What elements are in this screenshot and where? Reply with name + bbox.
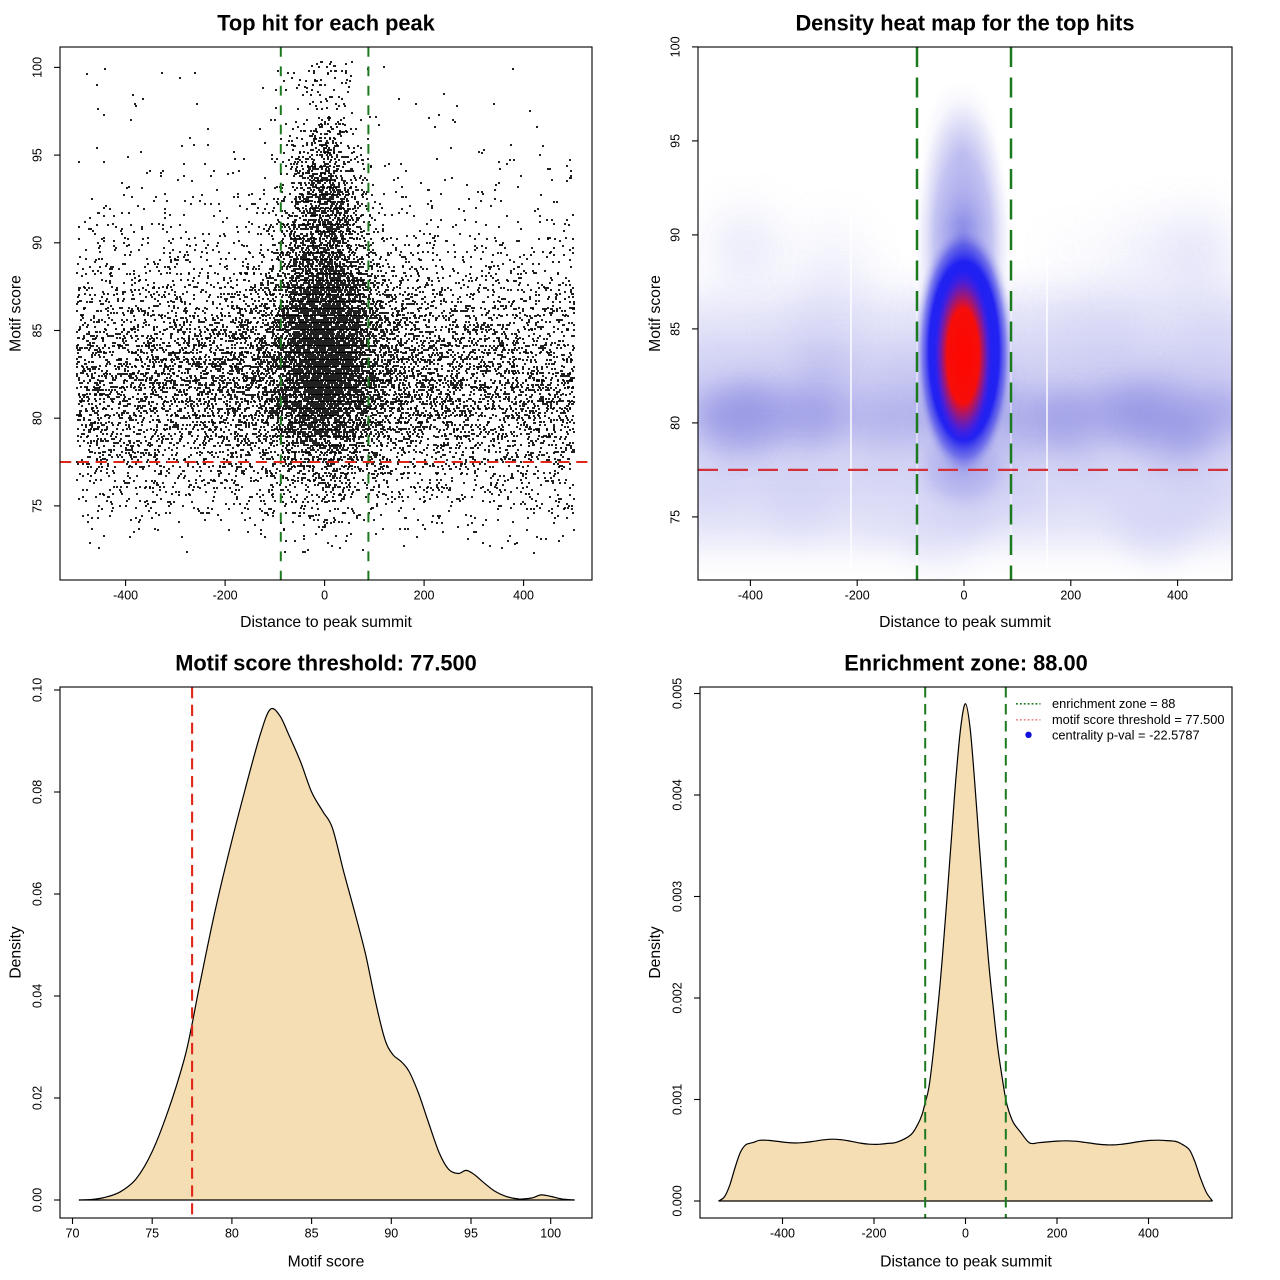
svg-text:100: 100	[540, 1227, 561, 1241]
svg-text:95: 95	[464, 1227, 478, 1241]
svg-text:0.02: 0.02	[31, 1086, 45, 1110]
svg-text:enrichment zone = 88: enrichment zone = 88	[1052, 696, 1175, 711]
svg-text:Density heat map for the top h: Density heat map for the top hits	[795, 11, 1134, 36]
svg-text:Motif score: Motif score	[647, 275, 664, 352]
svg-text:-400: -400	[770, 1227, 795, 1241]
svg-text:90: 90	[384, 1227, 398, 1241]
svg-text:0.001: 0.001	[671, 1084, 685, 1115]
svg-text:85: 85	[305, 1227, 319, 1241]
svg-text:80: 80	[669, 416, 683, 430]
svg-text:Motif score: Motif score	[8, 275, 25, 352]
svg-text:75: 75	[145, 1227, 159, 1241]
svg-text:0.002: 0.002	[671, 982, 685, 1013]
svg-text:90: 90	[669, 228, 683, 242]
svg-text:0.004: 0.004	[671, 779, 685, 810]
svg-text:Enrichment zone: 88.00: Enrichment zone: 88.00	[844, 651, 1087, 676]
svg-text:100: 100	[31, 57, 45, 78]
svg-text:400: 400	[513, 589, 534, 603]
svg-text:Distance to peak summit: Distance to peak summit	[880, 1254, 1052, 1271]
svg-text:-200: -200	[861, 1227, 886, 1241]
svg-text:70: 70	[66, 1227, 80, 1241]
svg-text:100: 100	[669, 36, 683, 57]
svg-text:-400: -400	[113, 589, 138, 603]
svg-text:85: 85	[31, 324, 45, 338]
svg-text:0.10: 0.10	[31, 678, 45, 702]
svg-text:motif score threshold = 77.500: motif score threshold = 77.500	[1052, 712, 1225, 727]
svg-text:90: 90	[31, 236, 45, 250]
svg-text:0: 0	[321, 589, 328, 603]
svg-text:0.003: 0.003	[671, 881, 685, 912]
svg-text:Top hit for each peak: Top hit for each peak	[217, 11, 435, 36]
svg-text:0.005: 0.005	[671, 678, 685, 709]
svg-text:0.000: 0.000	[671, 1185, 685, 1216]
svg-text:0: 0	[961, 589, 968, 603]
svg-text:200: 200	[414, 589, 435, 603]
svg-text:Distance to peak summit: Distance to peak summit	[240, 614, 412, 631]
svg-text:Motif score threshold: 77.500: Motif score threshold: 77.500	[175, 651, 477, 676]
svg-text:0.06: 0.06	[31, 882, 45, 906]
svg-text:0.00: 0.00	[31, 1188, 45, 1212]
svg-text:75: 75	[669, 510, 683, 524]
svg-text:200: 200	[1047, 1227, 1068, 1241]
svg-text:-400: -400	[738, 589, 763, 603]
svg-text:centrality p-val = -22.5787: centrality p-val = -22.5787	[1052, 727, 1200, 742]
svg-text:Motif score: Motif score	[288, 1254, 365, 1271]
svg-text:80: 80	[31, 411, 45, 425]
svg-text:-200: -200	[213, 589, 238, 603]
svg-text:80: 80	[225, 1227, 239, 1241]
svg-text:400: 400	[1167, 589, 1188, 603]
svg-text:75: 75	[31, 499, 45, 513]
svg-text:85: 85	[669, 322, 683, 336]
svg-text:0: 0	[962, 1227, 969, 1241]
svg-text:Density: Density	[647, 926, 664, 978]
svg-text:Distance to peak summit: Distance to peak summit	[879, 614, 1051, 631]
svg-text:95: 95	[31, 148, 45, 162]
svg-text:400: 400	[1138, 1227, 1159, 1241]
svg-text:200: 200	[1060, 589, 1081, 603]
svg-text:0.08: 0.08	[31, 780, 45, 804]
svg-text:95: 95	[669, 134, 683, 148]
svg-text:Density: Density	[8, 926, 25, 978]
svg-text:0.04: 0.04	[31, 984, 45, 1008]
svg-text:-200: -200	[845, 589, 870, 603]
